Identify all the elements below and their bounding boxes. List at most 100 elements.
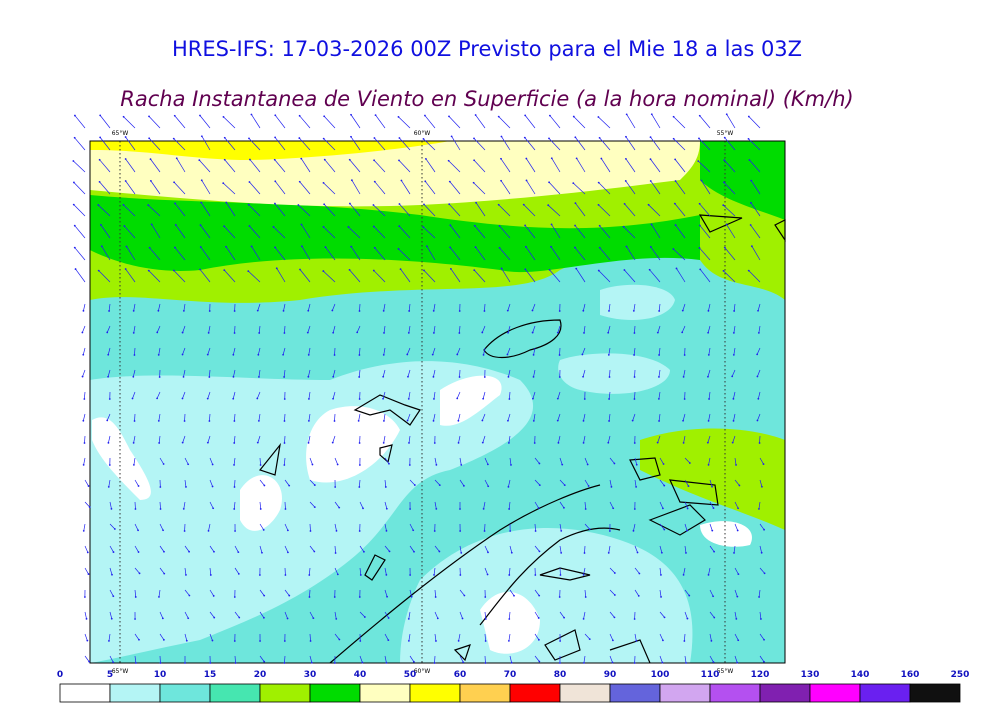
arrow bbox=[759, 655, 765, 662]
arrow-head bbox=[650, 223, 653, 226]
arrow bbox=[298, 204, 311, 217]
arrow-head bbox=[710, 639, 713, 642]
arrow-head bbox=[208, 310, 211, 312]
arrow-head bbox=[258, 574, 261, 576]
arrow bbox=[359, 611, 366, 618]
arrow bbox=[551, 224, 561, 239]
arrow bbox=[259, 589, 265, 596]
arrow-head bbox=[108, 310, 110, 312]
arrow-head bbox=[550, 157, 553, 160]
arrow bbox=[359, 347, 361, 356]
legend-label: 20 bbox=[254, 670, 267, 680]
arrow-head bbox=[248, 181, 251, 183]
arrow-head bbox=[206, 441, 209, 444]
arrow-head bbox=[549, 114, 551, 117]
arrow bbox=[707, 325, 711, 333]
arrow-head bbox=[674, 224, 677, 226]
arrow bbox=[608, 347, 611, 355]
arrow bbox=[758, 589, 761, 597]
arrow-head bbox=[263, 660, 266, 663]
arrow-head bbox=[610, 485, 613, 488]
arrow-head bbox=[574, 136, 577, 139]
arrow-head bbox=[162, 638, 165, 641]
arrow bbox=[184, 589, 190, 596]
arrow-head bbox=[183, 530, 186, 532]
arrow bbox=[276, 268, 286, 283]
arrow bbox=[633, 303, 636, 311]
arrow bbox=[275, 115, 286, 129]
arrow-head bbox=[385, 507, 388, 510]
arrow bbox=[658, 347, 661, 355]
arrow-head bbox=[172, 269, 175, 272]
arrow-head bbox=[508, 574, 511, 576]
arrow-head bbox=[484, 640, 487, 642]
arrow-head bbox=[112, 595, 115, 598]
arrow bbox=[134, 479, 139, 487]
arrow bbox=[533, 347, 536, 355]
arrow bbox=[525, 269, 536, 283]
arrow bbox=[498, 116, 511, 129]
arrow bbox=[609, 479, 612, 487]
arrow-head bbox=[732, 419, 735, 422]
arrow-head bbox=[687, 485, 690, 487]
arrow-head bbox=[108, 398, 111, 400]
subtitle: Racha Instantanea de Viento en Superfici… bbox=[120, 87, 853, 111]
arrow bbox=[182, 435, 186, 443]
arrow bbox=[201, 136, 211, 151]
arrow-head bbox=[137, 529, 139, 532]
arrow-head bbox=[306, 331, 309, 334]
arrow bbox=[233, 435, 236, 443]
arrow-head bbox=[682, 573, 685, 576]
arrow-head bbox=[134, 618, 136, 620]
arrow-head bbox=[760, 618, 762, 620]
arrow bbox=[284, 589, 290, 596]
arrow-head bbox=[148, 246, 151, 249]
arrow-head bbox=[462, 661, 465, 664]
arrow-head bbox=[608, 420, 610, 422]
arrow-head bbox=[557, 441, 560, 444]
arrow bbox=[681, 325, 686, 333]
arrow-head bbox=[110, 507, 113, 510]
arrow-head bbox=[758, 596, 760, 598]
arrow-head bbox=[187, 463, 190, 466]
arrow bbox=[709, 589, 714, 597]
arrow bbox=[182, 347, 186, 355]
arrow-head bbox=[188, 594, 191, 597]
arrow-head bbox=[459, 530, 462, 532]
arrow-head bbox=[738, 484, 741, 487]
legend-box bbox=[659, 683, 711, 703]
arrow-head bbox=[147, 204, 150, 207]
arrow bbox=[233, 457, 236, 465]
arrow bbox=[125, 158, 136, 173]
arrow-head bbox=[635, 486, 638, 488]
arrow-head bbox=[611, 661, 614, 664]
arrow bbox=[482, 435, 486, 443]
arrow-head bbox=[708, 398, 710, 400]
arrow bbox=[659, 633, 664, 641]
arrow-head bbox=[583, 662, 585, 664]
arrow bbox=[607, 435, 611, 443]
arrow bbox=[208, 325, 211, 333]
arrow-head bbox=[707, 375, 709, 378]
arrow bbox=[658, 369, 661, 377]
arrow-head bbox=[259, 640, 261, 642]
arrow bbox=[125, 268, 136, 283]
arrow-head bbox=[358, 486, 361, 488]
arrow bbox=[283, 369, 286, 377]
arrow-head bbox=[582, 617, 585, 620]
arrow-head bbox=[559, 662, 561, 664]
arrow bbox=[409, 545, 415, 552]
arrow bbox=[151, 224, 161, 239]
arrow-head bbox=[763, 660, 765, 663]
arrow bbox=[284, 655, 286, 664]
arrow-head bbox=[174, 246, 176, 249]
arrow-head bbox=[574, 224, 576, 227]
arrow-head bbox=[274, 136, 277, 139]
arrow bbox=[158, 589, 161, 597]
arrow bbox=[708, 391, 711, 399]
arrow-head bbox=[313, 506, 316, 508]
arrow bbox=[174, 115, 186, 129]
arrow bbox=[309, 545, 315, 552]
arrow bbox=[757, 413, 761, 421]
arrow-head bbox=[234, 530, 236, 532]
